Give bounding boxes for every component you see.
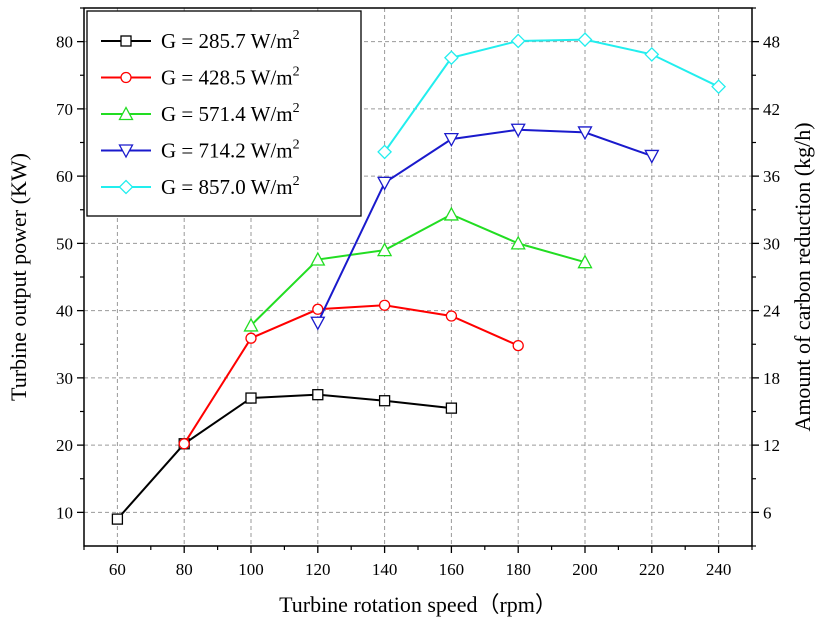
legend-label-superscript: 2: [293, 65, 300, 80]
y-tick-label: 70: [56, 100, 73, 119]
x-tick-label: 100: [238, 560, 264, 579]
triangle-down-marker: [577, 126, 593, 141]
circle-marker: [378, 299, 391, 311]
diamond-marker: [577, 32, 593, 48]
diamond-marker: [711, 79, 727, 95]
triangle-up-marker: [118, 106, 134, 121]
x-tick-label: 200: [572, 560, 598, 579]
legend-label-main: G = 714.2 W/m: [161, 139, 293, 163]
square-marker: [378, 395, 391, 407]
series-line: [250, 213, 586, 327]
series-line: [383, 38, 720, 153]
x-tick-label: 140: [372, 560, 398, 579]
x-tick-label: 60: [109, 560, 126, 579]
triangle-down-marker: [377, 176, 393, 191]
triangle-down-marker: [510, 123, 526, 138]
diamond-marker: [118, 179, 134, 195]
circle-marker: [120, 71, 132, 84]
y-axis-right-title: Amount of carbon reduction (kg/h): [790, 122, 815, 431]
triangle-down-marker: [310, 316, 326, 331]
series-line: [316, 128, 653, 324]
legend-item: G = 571.4 W/m2: [101, 101, 300, 126]
legend-label-main: G = 571.4 W/m: [161, 102, 293, 126]
x-tick-label: 180: [505, 560, 531, 579]
y-right-tick-label: 48: [763, 33, 780, 52]
square-marker: [111, 513, 124, 525]
y-tick-label: 80: [56, 33, 73, 52]
circle-marker: [245, 332, 257, 344]
circle-marker: [445, 310, 458, 322]
triangle-up-marker: [377, 242, 393, 257]
y-tick-label: 50: [56, 234, 73, 253]
y-right-tick-label: 42: [763, 100, 780, 119]
legend-label-main: G = 285.7 W/m: [161, 29, 293, 53]
x-tick-label: 120: [305, 560, 331, 579]
series-line: [183, 304, 519, 445]
circle-marker: [178, 438, 190, 450]
legend-label: G = 571.4 W/m2: [161, 101, 300, 126]
series-1: [111, 389, 458, 525]
x-tick-label: 160: [439, 560, 465, 579]
y-axis-title: Turbine output power (KW): [6, 153, 31, 401]
circle-marker: [312, 303, 324, 315]
legend-label-main: G = 428.5 W/m: [161, 66, 293, 90]
triangle-down-marker: [644, 149, 660, 164]
legend-label-superscript: 2: [293, 101, 300, 116]
x-tick-label: 220: [639, 560, 665, 579]
legend-item: G = 285.7 W/m2: [101, 28, 300, 53]
triangle-up-marker: [443, 206, 459, 221]
triangle-down-marker: [118, 144, 134, 159]
series-line: [116, 393, 452, 520]
legend-item: G = 857.0 W/m2: [101, 174, 300, 199]
x-tick-label: 80: [176, 560, 193, 579]
y-right-tick-label: 36: [763, 167, 780, 186]
series-2: [178, 299, 524, 450]
diamond-marker: [443, 50, 459, 66]
y-right-tick-label: 30: [763, 234, 780, 253]
y-tick-label: 20: [56, 436, 73, 455]
legend-item: G = 714.2 W/m2: [101, 138, 300, 163]
diamond-marker: [644, 46, 660, 62]
legend-label: G = 857.0 W/m2: [161, 174, 300, 199]
y-right-tick-label: 6: [763, 503, 772, 522]
legend-label-superscript: 2: [293, 138, 300, 153]
square-marker: [245, 392, 257, 404]
series-5: [377, 32, 727, 160]
legend-item: G = 428.5 W/m2: [101, 65, 300, 90]
triangle-up-marker: [243, 317, 259, 332]
circle-marker: [512, 339, 524, 352]
square-marker: [312, 389, 324, 401]
series-4: [310, 123, 660, 331]
triangle-down-marker: [443, 132, 459, 148]
square-marker: [445, 402, 458, 414]
y-tick-label: 10: [56, 503, 73, 522]
triangle-up-marker: [510, 235, 526, 250]
series-layer: [111, 32, 727, 525]
legend: G = 285.7 W/m2G = 428.5 W/m2G = 571.4 W/…: [86, 10, 362, 217]
legend-label: G = 285.7 W/m2: [161, 28, 300, 53]
triangle-up-marker: [577, 254, 593, 269]
y-tick-label: 60: [56, 167, 73, 186]
x-tick-label: 240: [706, 560, 732, 579]
y-tick-label: 40: [56, 302, 73, 321]
legend-label: G = 714.2 W/m2: [161, 138, 300, 163]
diamond-marker: [377, 144, 393, 160]
series-3: [243, 206, 593, 332]
legend-label-superscript: 2: [293, 174, 300, 189]
ticks-layer: 60 80 100 120 140 160 180 200 220 240 10 20 30 40 50 60…: [56, 7, 781, 579]
legend-label: G = 428.5 W/m2: [161, 65, 300, 90]
triangle-up-marker: [310, 251, 326, 266]
y-right-tick-label: 18: [763, 369, 780, 388]
grid-layer: [84, 8, 752, 546]
legend-label-superscript: 2: [293, 28, 300, 43]
y-right-tick-label: 12: [763, 436, 780, 455]
y-tick-label: 30: [56, 369, 73, 388]
diamond-marker: [510, 33, 526, 49]
y-right-tick-label: 24: [763, 302, 781, 321]
x-axis-title: Turbine rotation speed（rpm）: [279, 592, 557, 617]
square-marker: [120, 35, 132, 47]
legend-label-main: G = 857.0 W/m: [161, 175, 293, 199]
